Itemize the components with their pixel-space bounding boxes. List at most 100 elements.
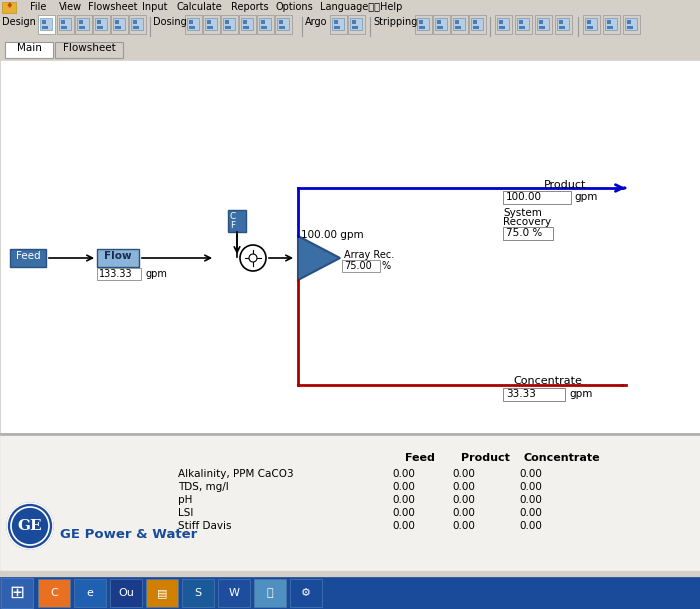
Bar [519,20,523,24]
Text: S: S [195,588,202,598]
Bar [79,20,83,24]
Bar [455,26,461,29]
Bar [55,42,123,58]
Bar [348,15,365,34]
Bar [471,18,483,30]
Text: Flowsheet: Flowsheet [88,2,137,12]
Text: 100.00 gpm: 100.00 gpm [301,230,363,240]
Text: gpm: gpm [574,192,597,202]
Bar [0,15,700,40]
Bar [350,18,362,30]
Bar [0,40,700,60]
Bar [0,577,700,609]
Bar [587,20,591,24]
Bar [61,26,67,29]
Bar [623,15,640,34]
Bar [228,210,246,232]
Text: Recovery: Recovery [503,217,551,227]
Bar [497,18,509,30]
Bar [334,26,340,29]
Text: Stiff Davis: Stiff Davis [178,521,232,531]
Text: 0.00: 0.00 [452,469,475,479]
Bar [93,15,110,34]
Bar [437,26,443,29]
Bar [605,18,617,30]
Circle shape [249,254,257,262]
Bar [59,18,71,30]
Bar [77,18,89,30]
Text: pH: pH [178,495,193,505]
Bar [205,18,217,30]
Bar [0,0,700,15]
Text: W: W [228,588,239,598]
Bar [473,26,479,29]
Bar [259,18,271,30]
Text: 0.00: 0.00 [519,482,542,492]
Bar [129,15,146,34]
Bar [539,20,543,24]
Text: Product: Product [544,180,587,190]
Bar [243,20,247,24]
Bar [5,42,53,58]
Bar [455,20,459,24]
Bar [517,18,529,30]
Bar [0,435,700,570]
Bar [133,20,137,24]
Text: 0.00: 0.00 [392,521,415,531]
Bar [261,26,267,29]
Bar [503,191,571,204]
Text: Main: Main [17,43,41,53]
Text: 0.00: 0.00 [392,469,415,479]
Text: 0.00: 0.00 [519,469,542,479]
Text: 100.00: 100.00 [506,192,542,202]
Text: Argo: Argo [305,17,328,27]
Bar [243,26,249,29]
Text: Ou: Ou [118,588,134,598]
Bar [557,18,569,30]
Bar [627,20,631,24]
Bar [203,15,220,34]
Text: 0.00: 0.00 [392,495,415,505]
Bar [97,20,101,24]
Bar [207,20,211,24]
Text: 0.00: 0.00 [452,521,475,531]
Bar [419,20,423,24]
Text: 0.00: 0.00 [452,482,475,492]
Text: 33.33: 33.33 [506,389,536,399]
Bar [352,20,356,24]
Bar [75,15,92,34]
Text: Array Rec.: Array Rec. [344,250,394,260]
Text: Calculate: Calculate [176,2,222,12]
Bar [257,15,274,34]
Bar [225,20,229,24]
Text: 75.00: 75.00 [344,261,372,271]
Bar [225,26,231,29]
Bar [38,579,70,607]
Text: 0.00: 0.00 [452,508,475,518]
Circle shape [7,503,53,549]
Text: F: F [230,221,235,230]
Bar [279,20,283,24]
Text: GE Power & Water: GE Power & Water [60,528,197,541]
Text: C: C [50,588,58,598]
Bar [539,26,545,29]
Bar [342,260,380,272]
Text: Feed: Feed [405,453,435,463]
Bar [332,18,344,30]
Bar [499,20,503,24]
Bar [42,20,46,24]
Text: ♦: ♦ [6,1,13,10]
Polygon shape [298,236,340,280]
Bar [503,388,565,401]
Bar [419,26,425,29]
Text: Help: Help [380,2,402,12]
Text: 75.0 %: 75.0 % [506,228,542,238]
Bar [503,227,553,240]
Text: 0.00: 0.00 [519,495,542,505]
Bar [587,26,593,29]
Bar [223,18,235,30]
Text: 0.00: 0.00 [392,482,415,492]
Text: Flowsheet: Flowsheet [62,43,116,53]
Text: GE: GE [18,519,42,533]
Bar [10,249,46,267]
